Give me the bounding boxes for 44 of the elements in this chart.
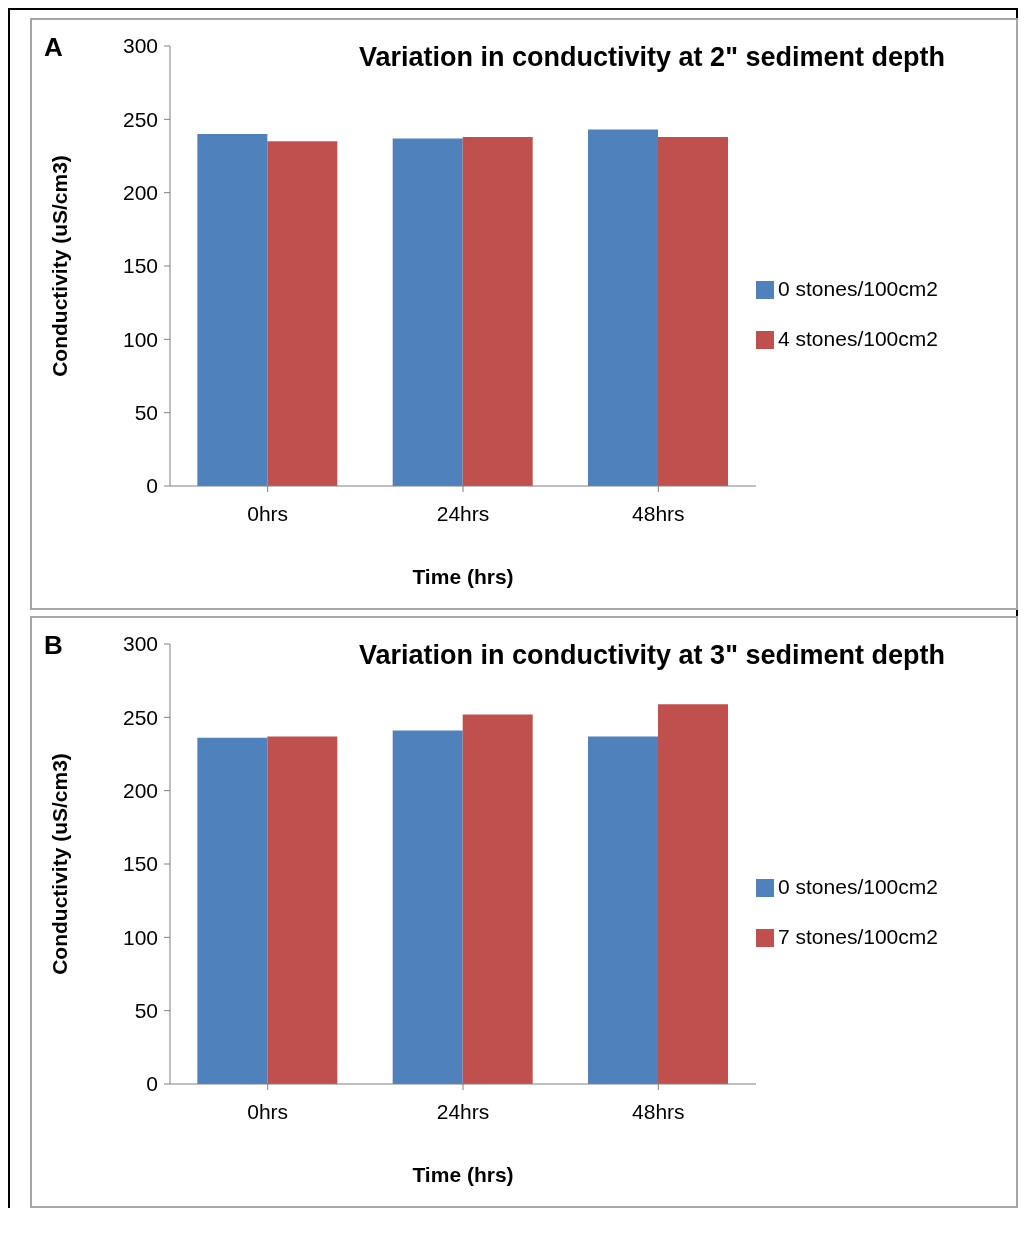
y-axis-title: Conductivity (uS/cm3) bbox=[48, 155, 72, 377]
legend-label: 7 stones/100cm2 bbox=[778, 925, 938, 948]
bar bbox=[197, 737, 268, 1084]
legend-label: 0 stones/100cm2 bbox=[778, 875, 938, 898]
x-axis-title: Time (hrs) bbox=[412, 1163, 514, 1186]
y-axis-title: Conductivity (uS/cm3) bbox=[48, 753, 72, 975]
bar bbox=[588, 736, 659, 1084]
bar bbox=[658, 704, 729, 1084]
text: B bbox=[44, 630, 63, 661]
bar bbox=[588, 129, 659, 486]
bar bbox=[197, 134, 268, 486]
bar bbox=[462, 714, 533, 1084]
bar bbox=[267, 736, 338, 1084]
y-tick-label: 50 bbox=[134, 999, 158, 1023]
chart-title: Variation in conductivity at 2" sediment depth bbox=[358, 42, 946, 73]
x-tick-label: 48hrs bbox=[632, 501, 685, 525]
y-tick-label: 0 bbox=[146, 474, 158, 498]
chart-title: Variation in conductivity at 3" sediment depth bbox=[358, 640, 946, 671]
y-tick-label: 250 bbox=[122, 107, 158, 131]
legend-label: 0 stones/100cm2 bbox=[778, 277, 938, 300]
y-tick-label: 100 bbox=[122, 327, 158, 351]
bar bbox=[462, 136, 533, 486]
x-axis-title: Time (hrs) bbox=[412, 565, 514, 588]
bar bbox=[392, 730, 463, 1084]
x-tick-label: 0hrs bbox=[247, 501, 289, 525]
y-tick-label: 50 bbox=[134, 401, 158, 425]
x-tick-label: 24hrs bbox=[436, 1099, 490, 1123]
bar bbox=[267, 141, 338, 486]
legend-label: 4 stones/100cm2 bbox=[778, 327, 938, 350]
y-tick-label: 0 bbox=[146, 1072, 158, 1096]
bar bbox=[392, 138, 463, 486]
y-tick-label: 100 bbox=[122, 925, 158, 949]
y-tick-label: 300 bbox=[122, 34, 158, 58]
y-tick-label: 150 bbox=[122, 852, 158, 876]
x-tick-label: 48hrs bbox=[632, 1099, 685, 1123]
y-tick-label: 250 bbox=[122, 705, 158, 729]
y-tick-label: 150 bbox=[122, 254, 158, 278]
x-tick-label: 24hrs bbox=[436, 501, 490, 525]
y-tick-label: 300 bbox=[122, 632, 158, 656]
y-tick-label: 200 bbox=[122, 779, 158, 803]
y-tick-label: 200 bbox=[122, 181, 158, 205]
x-tick-label: 0hrs bbox=[247, 1099, 289, 1123]
text: A bbox=[44, 32, 63, 63]
bar bbox=[658, 136, 729, 486]
